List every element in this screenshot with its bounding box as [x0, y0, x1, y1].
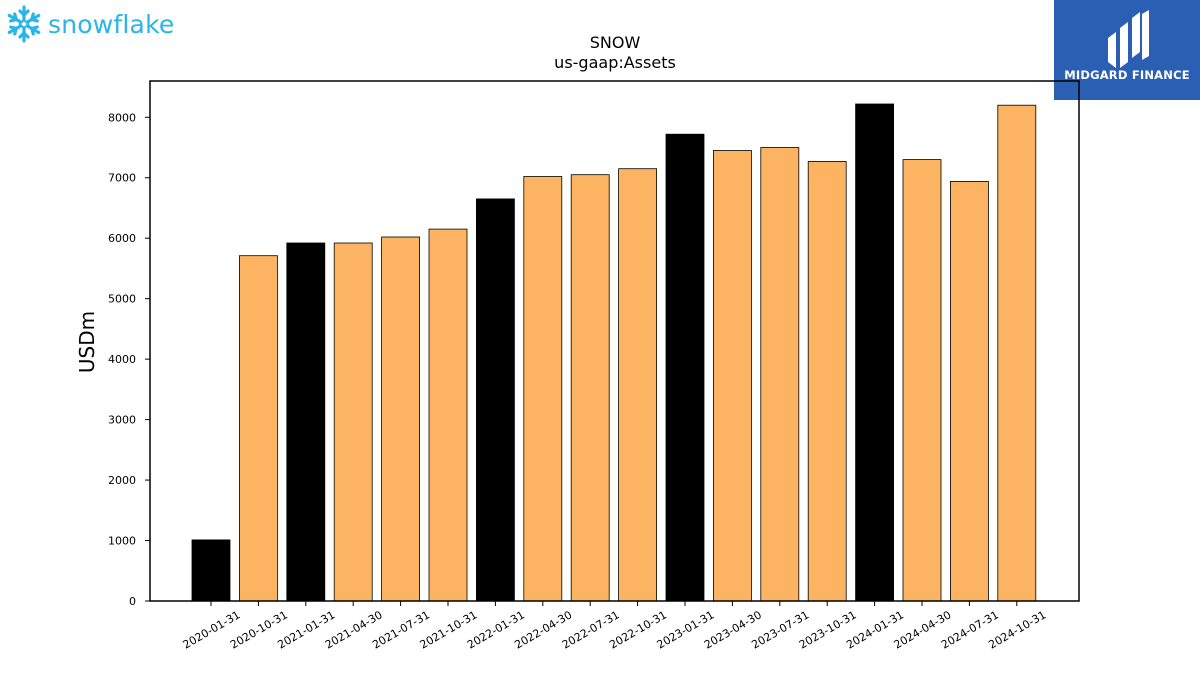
bar-2024-01-31	[855, 103, 894, 602]
y-axis-ticks: 0 1000 2000 3000 4000 5000 6000 7000 8000	[108, 111, 150, 608]
y-axis-label: USDm	[75, 311, 99, 373]
bar-2023-07-31	[760, 147, 800, 602]
bar-2023-01-31	[665, 133, 705, 602]
chart-subtitle: us-gaap:Assets	[554, 53, 676, 72]
midgard-emblem-icon	[1108, 10, 1149, 68]
bar-2022-07-31	[570, 174, 610, 602]
y-tick-label: 6000	[108, 232, 136, 245]
bar-2023-04-30	[713, 150, 752, 602]
y-tick-label: 2000	[108, 474, 136, 487]
bar-2024-07-31	[950, 180, 989, 602]
midgard-finance-logo: MIDGARD FINANCE	[1054, 0, 1200, 100]
midgard-finance-logo-text: MIDGARD FINANCE	[1064, 68, 1190, 82]
bar-2021-07-31	[381, 236, 421, 602]
bar-2024-10-31	[997, 104, 1037, 602]
chart-title: SNOW	[590, 33, 641, 52]
snowflake-logo-text: snowflake	[48, 9, 175, 39]
bar-2023-10-31	[807, 160, 847, 602]
bar-2021-01-31	[286, 242, 326, 602]
bar-2020-10-31	[238, 255, 278, 602]
bar-2022-04-30	[523, 176, 563, 602]
snowflake-logo: snowflake	[4, 4, 174, 44]
y-tick-label: 3000	[108, 414, 136, 427]
y-tick-label: 5000	[108, 293, 136, 306]
bar-2022-10-31	[618, 168, 657, 602]
x-axis-ticks: 2020-01-312020-10-312021-01-312021-04-30…	[181, 601, 1048, 652]
bar-2021-04-30	[333, 242, 373, 602]
y-tick-label: 7000	[108, 172, 136, 185]
snowflake-icon	[7, 5, 41, 43]
bar-2021-10-31	[428, 228, 468, 602]
y-tick-label: 1000	[108, 535, 136, 548]
plot-frame	[149, 80, 1080, 602]
y-tick-label: 4000	[108, 353, 136, 366]
y-tick-label: 8000	[108, 111, 136, 124]
bars-group	[191, 103, 1037, 602]
bar-2020-01-31	[191, 539, 231, 602]
bar-2022-01-31	[475, 198, 515, 602]
y-tick-label: 0	[129, 595, 136, 608]
bar-2024-04-30	[902, 159, 942, 602]
